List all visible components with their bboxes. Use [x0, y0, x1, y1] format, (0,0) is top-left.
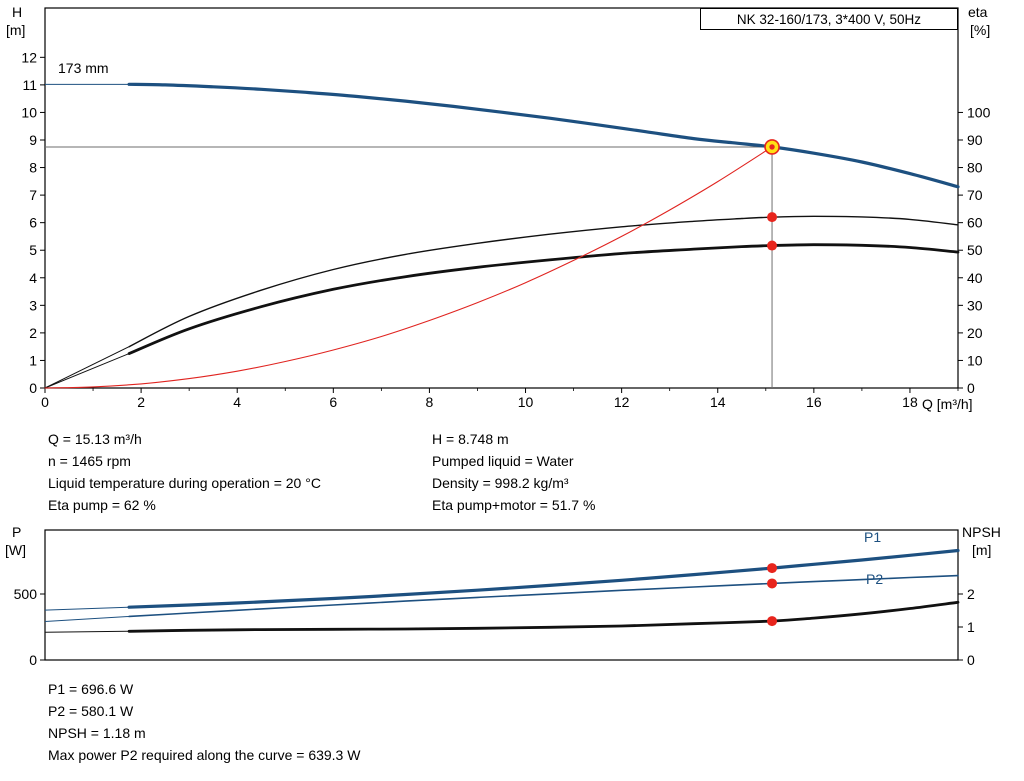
- y-right-tick-label: 60: [967, 215, 983, 231]
- x-tick-label: 10: [518, 394, 534, 410]
- q-axis-label: Q [m³/h]: [922, 396, 973, 412]
- pump-title-box: NK 32-160/173, 3*400 V, 50Hz: [700, 8, 958, 30]
- info-line-p2: P2 = 580.1 W: [48, 703, 134, 719]
- y-right-tick-label: 20: [967, 325, 983, 341]
- NPSH-curve: [127, 600, 960, 633]
- y-left-tick-label: 11: [22, 77, 37, 93]
- y-left-tick-label: 8: [29, 160, 37, 176]
- npsh-axis-label: NPSH: [962, 524, 1001, 540]
- y-left-tick-label: 6: [29, 215, 37, 231]
- y-left-tick-label: 4: [29, 270, 37, 286]
- y-left-tick-label: 7: [29, 187, 37, 203]
- x-tick-label: 16: [806, 394, 822, 410]
- lead-line: [44, 615, 130, 622]
- y-right-tick-label: 2: [967, 586, 975, 602]
- x-tick-label: 18: [902, 394, 918, 410]
- y-left-tick-label: 5: [29, 242, 37, 258]
- y-right-tick-label: 10: [967, 352, 983, 368]
- y-left-tick-label: 500: [14, 586, 38, 602]
- x-tick-label: 14: [710, 394, 726, 410]
- y-left-tick-label: 0: [29, 652, 37, 668]
- p-axis-unit: [W]: [5, 542, 26, 558]
- h-axis-label: H: [12, 4, 23, 20]
- duty-dot: [767, 578, 778, 589]
- info-line-temp: Liquid temperature during operation = 20…: [48, 475, 321, 491]
- y-left-tick-label: 9: [29, 132, 37, 148]
- y-right-tick-label: 90: [967, 132, 983, 148]
- y-right-tick-label: 0: [967, 652, 975, 668]
- p-axis-label: P: [12, 524, 22, 540]
- info-line-eta-pump: Eta pump = 62 %: [48, 497, 156, 513]
- x-tick-label: 6: [329, 394, 337, 410]
- info-line-npsh: NPSH = 1.18 m: [48, 725, 146, 741]
- info-line-liquid: Pumped liquid = Water: [432, 453, 574, 469]
- y-left-tick-label: 3: [29, 297, 37, 313]
- y-right-tick-label: 70: [967, 187, 983, 203]
- p2-curve-label: P2: [866, 571, 884, 587]
- x-tick-label: 0: [41, 394, 49, 410]
- x-tick-label: 4: [233, 394, 241, 410]
- npsh-axis-unit: [m]: [972, 542, 992, 558]
- power-info-block: P1 = 696.6 W P2 = 580.1 W NPSH = 1.18 m …: [48, 678, 360, 766]
- y-right-tick-label: 80: [967, 160, 983, 176]
- duty-dot: [767, 563, 778, 574]
- info-line-density: Density = 998.2 kg/m³: [432, 475, 569, 491]
- y-right-tick-label: 0: [967, 380, 975, 396]
- y-right-tick-label: 30: [967, 297, 983, 313]
- duty-dot: [767, 240, 778, 251]
- P2-curve: [128, 574, 959, 618]
- h-axis-unit: [m]: [6, 22, 26, 38]
- eta-axis-unit: [%]: [970, 22, 991, 38]
- y-right-tick-label: 1: [967, 619, 975, 635]
- info-line-h: H = 8.748 m: [432, 431, 509, 447]
- x-tick-label: 8: [426, 394, 434, 410]
- P1-curve: [127, 548, 960, 609]
- lead-line: [44, 606, 130, 611]
- y-left-tick-label: 12: [21, 49, 37, 65]
- duty-dot: [767, 616, 778, 627]
- lead-line: [44, 630, 130, 633]
- duty-info-left-column: Q = 15.13 m³/h n = 1465 rpm Liquid tempe…: [48, 428, 321, 516]
- eta-pump-motor-curve: [127, 243, 960, 355]
- y-right-tick-label: 100: [967, 104, 991, 120]
- y-right-tick-label: 40: [967, 270, 983, 286]
- head-curve-173mm-curve: [127, 82, 960, 189]
- y-left-tick-label: 1: [29, 352, 37, 368]
- info-line-n: n = 1465 rpm: [48, 453, 131, 469]
- y-left-tick-label: 0: [29, 380, 37, 396]
- y-left-tick-label: 10: [21, 104, 37, 120]
- info-line-maxp2: Max power P2 required along the curve = …: [48, 747, 361, 763]
- x-tick-label: 2: [137, 394, 145, 410]
- eta-pump-curve: [128, 215, 959, 348]
- duty-dot: [767, 212, 778, 223]
- impeller-diameter-annotation: 173 mm: [58, 60, 109, 76]
- system-curve-curve: [44, 146, 773, 389]
- info-line-p1: P1 = 696.6 W: [48, 681, 134, 697]
- lead-line: [44, 353, 130, 389]
- duty-point-center: [769, 144, 775, 150]
- p1-curve-label: P1: [864, 529, 882, 545]
- duty-info-right-column: H = 8.748 m Pumped liquid = Water Densit…: [432, 428, 595, 516]
- y-right-tick-label: 50: [967, 242, 983, 258]
- eta-axis-label: eta: [968, 4, 988, 20]
- y-left-tick-label: 2: [29, 325, 37, 341]
- chart-frame: [44, 7, 959, 389]
- info-line-eta-total: Eta pump+motor = 51.7 %: [432, 497, 596, 513]
- info-line-q: Q = 15.13 m³/h: [48, 431, 142, 447]
- chart-frame: [44, 529, 959, 661]
- lead-line: [44, 346, 130, 389]
- x-tick-label: 12: [614, 394, 630, 410]
